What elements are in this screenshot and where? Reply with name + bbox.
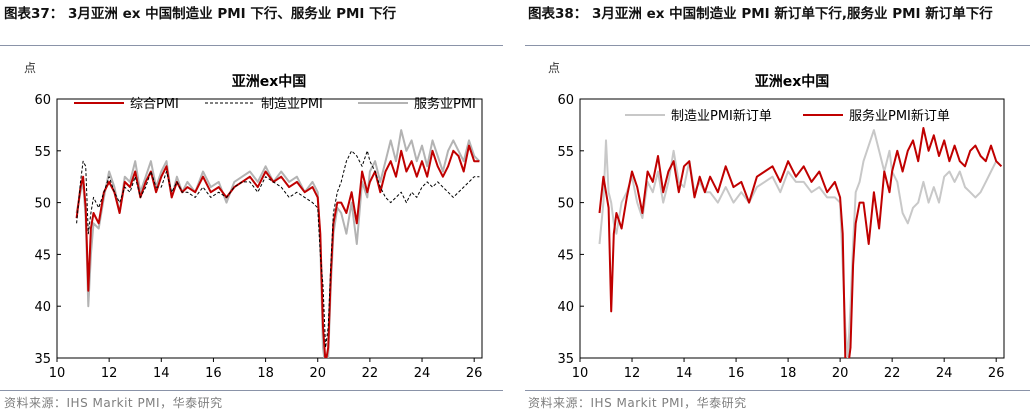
series-line-0: [75, 144, 480, 358]
x-tick-label: 12: [624, 366, 641, 381]
series-line-2: [75, 129, 481, 358]
x-tick-label: 16: [205, 366, 222, 381]
header-rule-right: [525, 45, 1030, 46]
x-tick-label: 22: [362, 366, 379, 381]
x-tick-label: 16: [728, 366, 745, 381]
legend-label-1: 服务业PMI新订单: [849, 108, 950, 124]
y-tick-label: 55: [557, 145, 574, 160]
series-line-1: [76, 150, 480, 349]
x-tick-label: 18: [780, 366, 797, 381]
y-tick-label: 60: [557, 93, 574, 108]
x-tick-label: 26: [988, 366, 1005, 381]
x-tick-label: 24: [936, 366, 953, 381]
y-tick-label: 35: [34, 352, 51, 367]
x-tick-label: 18: [257, 366, 274, 381]
y-tick-label: 50: [34, 197, 51, 212]
x-tick-label: 10: [572, 366, 589, 381]
footer-rule-left: [0, 390, 503, 391]
legend-label-0: 综合PMI: [130, 97, 179, 112]
x-tick-label: 14: [153, 366, 170, 381]
plot-frame: [579, 98, 1005, 359]
y-tick-label: 35: [557, 352, 574, 367]
y-tick-label: 55: [34, 145, 51, 160]
legend-label-2: 服务业PMI: [414, 96, 476, 112]
series-line-1: [598, 127, 1003, 358]
chart-title: 亚洲ex中国: [755, 73, 830, 90]
figure-38-source: 资料来源：IHS Markit PMI，华泰研究: [528, 396, 747, 410]
figure-37-caption: 图表37： 3月亚洲 ex 中国制造业 PMI 下行、服务业 PMI 下行: [4, 6, 397, 22]
unit-label: 点: [24, 61, 36, 75]
chart-title: 亚洲ex中国: [232, 73, 307, 90]
x-tick-label: 10: [49, 366, 66, 381]
x-tick-label: 26: [466, 366, 483, 381]
figure-37-source: 资料来源：IHS Markit PMI，华泰研究: [4, 396, 223, 410]
series-line-0: [598, 129, 1003, 358]
x-tick-label: 12: [101, 366, 118, 381]
figure-38-caption: 图表38： 3月亚洲 ex 中国制造业 PMI 新订单下行,服务业 PMI 新订…: [528, 6, 993, 22]
x-tick-label: 22: [884, 366, 901, 381]
y-tick-label: 40: [557, 300, 574, 315]
y-tick-label: 45: [557, 248, 574, 263]
unit-label: 点: [548, 61, 560, 75]
legend-label-1: 制造业PMI: [261, 97, 323, 112]
header-rule-left: [0, 45, 503, 46]
y-tick-label: 45: [34, 248, 51, 263]
y-tick-label: 60: [34, 93, 51, 108]
x-tick-label: 20: [309, 366, 326, 381]
x-tick-label: 24: [414, 366, 431, 381]
x-tick-label: 20: [832, 366, 849, 381]
y-tick-label: 50: [557, 197, 574, 212]
legend-label-0: 制造业PMI新订单: [671, 108, 772, 124]
x-tick-label: 14: [676, 366, 693, 381]
y-tick-label: 40: [34, 300, 51, 315]
plot-frame: [56, 98, 483, 359]
footer-rule-right: [525, 390, 1030, 391]
